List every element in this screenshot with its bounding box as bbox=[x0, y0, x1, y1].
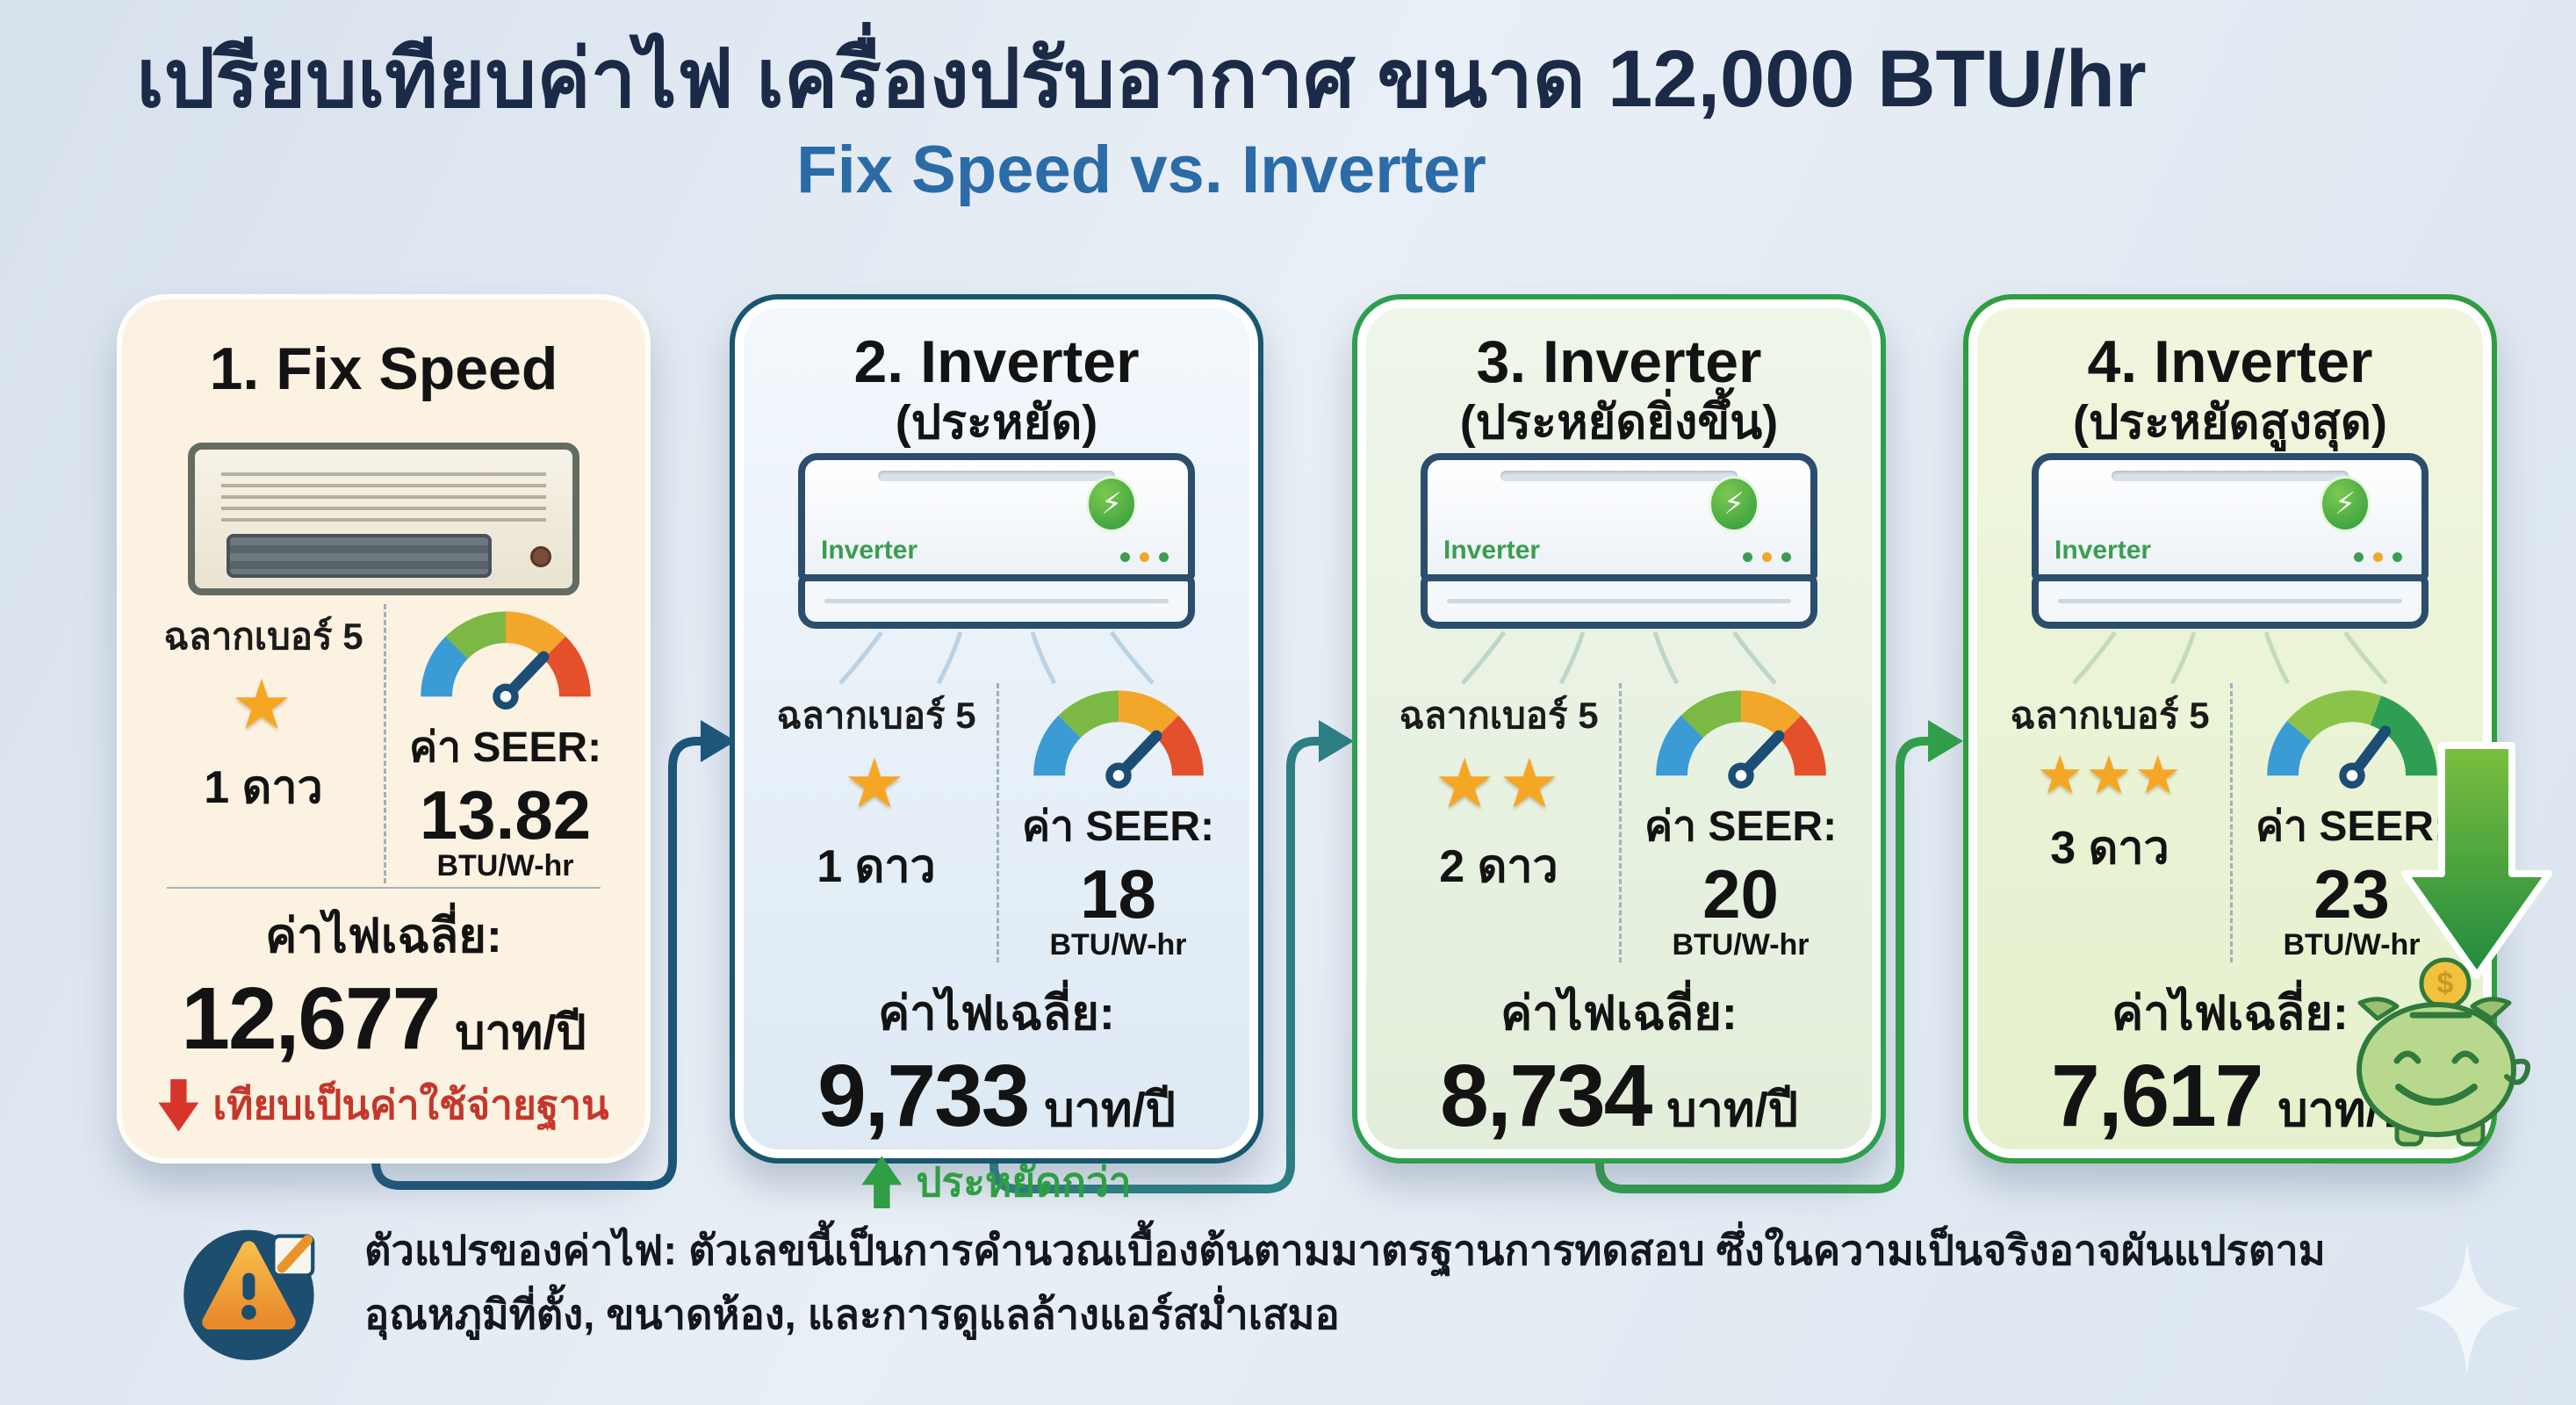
cost-value: 8,734 bbox=[1440, 1046, 1652, 1145]
seer-value: 18 bbox=[1080, 854, 1156, 933]
green-up-arrow-icon bbox=[861, 1156, 903, 1209]
inverter-label: Inverter bbox=[2054, 535, 2152, 565]
star-rating-icon: ★ bbox=[231, 666, 296, 744]
connector-3-arrowhead-icon bbox=[1928, 720, 1963, 762]
piggy-bank-icon: $ bbox=[2357, 957, 2531, 1147]
seer-value: 20 bbox=[1702, 854, 1779, 933]
card-heading: 4. Inverter bbox=[2087, 328, 2373, 395]
seer-label: ค่า SEER: bbox=[1021, 803, 1215, 850]
card-subheading: (ประหยัดยิ่งขึ้น) bbox=[1459, 395, 1779, 449]
cost-value: 7,617 bbox=[2051, 1046, 2263, 1145]
seer-gauge-icon bbox=[420, 611, 591, 710]
connector-1-to-2 bbox=[371, 737, 702, 1190]
seer-label: ค่า SEER: bbox=[1644, 803, 1838, 850]
disclaimer: ตัวแปรของค่าไฟ: ตัวเลขนี้เป็นการคำนวณเบื… bbox=[180, 1219, 2480, 1366]
energy-label: ฉลากเบอร์ 5 bbox=[776, 694, 976, 736]
star-count-label: 3 ดาว bbox=[2050, 822, 2169, 874]
inverter-ac-image: Inverter ⚡ bbox=[2032, 452, 2428, 687]
star-count-label: 2 ดาว bbox=[1439, 840, 1558, 892]
disclaimer-line-1: ตัวแปรของค่าไฟ: ตัวเลขนี้เป็นการคำนวณเบื… bbox=[364, 1227, 2326, 1273]
fixspeed-ac-image bbox=[188, 443, 579, 596]
card-inverter-best: 4. Inverter (ประหยัดสูงสุด) Inverter ⚡ bbox=[1963, 294, 2497, 1164]
card-heading: 2. Inverter bbox=[853, 328, 1140, 395]
card-heading: 1. Fix Speed bbox=[209, 335, 558, 403]
energy-label: ฉลากเบอร์ 5 bbox=[2010, 694, 2210, 736]
star-rating-icon: ★ bbox=[844, 744, 909, 822]
page-subtitle: Fix Speed vs. Inverter bbox=[796, 132, 1486, 207]
ac-vent-slot bbox=[1500, 470, 1738, 481]
energy-badge-icon: ⚡ bbox=[2320, 475, 2371, 532]
seer-gauge-icon bbox=[1033, 690, 1204, 789]
airflow-icon bbox=[2072, 630, 2388, 685]
energy-label: ฉลากเบอร์ 5 bbox=[163, 616, 363, 658]
savings-down-arrow-icon bbox=[2401, 742, 2552, 979]
star-count-label: 1 ดาว bbox=[204, 762, 323, 814]
card-note: ประหยัดกว่า bbox=[916, 1158, 1132, 1205]
seer-gauge-icon bbox=[1655, 690, 1826, 789]
seer-unit: BTU/W-hr bbox=[2283, 927, 2421, 962]
page-title: เปรียบเทียบค่าไฟ เครื่องปรับอากาศ ขนาด 1… bbox=[136, 34, 2147, 124]
cost-unit: บาท/ปี bbox=[455, 1006, 586, 1059]
airflow-icon bbox=[1461, 630, 1777, 685]
cost-value: 9,733 bbox=[817, 1046, 1030, 1145]
card-subheading: (ประหยัด) bbox=[895, 395, 1098, 449]
card-inverter-basic: 2. Inverter (ประหยัด) Inverter ⚡ bbox=[730, 294, 1263, 1209]
energy-label: ฉลากเบอร์ 5 bbox=[1399, 694, 1599, 736]
seer-label: ค่า SEER: bbox=[408, 724, 602, 772]
cost-unit: บาท/ปี bbox=[1666, 1083, 1798, 1136]
warning-note-icon bbox=[183, 1229, 315, 1360]
cost-label: ค่าไฟเฉลี่ย: bbox=[878, 986, 1115, 1040]
seer-gauge-icon bbox=[2266, 690, 2437, 789]
seer-unit: BTU/W-hr bbox=[1672, 927, 1810, 962]
ac-indicator-lights-icon bbox=[2354, 551, 2402, 562]
seer-value: 23 bbox=[2313, 854, 2390, 933]
card-fix-speed: 1. Fix Speed ฉลากเบอร์ 5 ★ 1 ดาว bbox=[117, 294, 651, 1164]
inverter-label: Inverter bbox=[1443, 535, 1541, 565]
inverter-label: Inverter bbox=[821, 535, 918, 565]
connector-2-to-3 bbox=[989, 737, 1320, 1193]
energy-badge-icon: ⚡ bbox=[1086, 475, 1137, 532]
card-note: เทียบเป็นค่าใช้จ่ายฐาน bbox=[212, 1082, 609, 1128]
connector-1-arrowhead-icon bbox=[701, 720, 736, 762]
ac-louver bbox=[227, 534, 492, 579]
seer-unit: BTU/W-hr bbox=[436, 849, 574, 883]
divider bbox=[167, 887, 601, 889]
ac-button-icon bbox=[530, 546, 551, 568]
ac-indicator-lights-icon bbox=[1743, 551, 1791, 562]
inverter-ac-image: Inverter ⚡ bbox=[1421, 452, 1817, 687]
disclaimer-line-2: อุณหภูมิที่ตั้ง, ขนาดห้อง, และการดูแลล้า… bbox=[364, 1290, 1340, 1337]
header: เปรียบเทียบค่าไฟ เครื่องปรับอากาศ ขนาด 1… bbox=[0, 33, 2283, 208]
inverter-ac-image: Inverter ⚡ bbox=[798, 452, 1195, 687]
energy-badge-icon: ⚡ bbox=[1709, 475, 1759, 532]
ac-vents bbox=[221, 472, 546, 528]
card-subheading: (ประหยัดสูงสุด) bbox=[2073, 395, 2387, 449]
cost-value: 12,677 bbox=[181, 969, 441, 1068]
cost-label: ค่าไฟเฉลี่ย: bbox=[1500, 986, 1738, 1040]
connector-2-arrowhead-icon bbox=[1319, 720, 1354, 762]
star-count-label: 1 ดาว bbox=[817, 840, 936, 892]
ac-vent-slot bbox=[2111, 470, 2349, 481]
ac-indicator-lights-icon bbox=[1120, 551, 1169, 562]
card-heading: 3. Inverter bbox=[1476, 328, 1762, 395]
red-down-arrow-icon bbox=[158, 1078, 199, 1132]
star-rating-icon: ★★★ bbox=[2036, 745, 2184, 804]
seer-label: ค่า SEER: bbox=[2255, 803, 2449, 850]
cost-label: ค่าไฟเฉลี่ย: bbox=[2112, 986, 2349, 1040]
ac-vent-slot bbox=[877, 470, 1116, 481]
star-rating-icon: ★★ bbox=[1434, 744, 1564, 822]
ac-louver bbox=[1421, 573, 1817, 629]
airflow-icon bbox=[838, 630, 1155, 685]
connector-3-to-4 bbox=[1595, 737, 1930, 1193]
seer-unit: BTU/W-hr bbox=[1049, 927, 1187, 962]
cost-label: ค่าไฟเฉลี่ย: bbox=[265, 910, 502, 962]
card-inverter-better: 3. Inverter (ประหยัดยิ่งขึ้น) Inverter ⚡ bbox=[1352, 294, 1886, 1164]
cost-unit: บาท/ปี bbox=[1044, 1083, 1176, 1136]
sparkle-icon bbox=[2414, 1243, 2520, 1374]
svg-text:$: $ bbox=[2437, 967, 2454, 1000]
seer-value: 13.82 bbox=[419, 776, 592, 854]
ac-louver bbox=[2032, 573, 2428, 629]
ac-louver bbox=[798, 573, 1195, 629]
